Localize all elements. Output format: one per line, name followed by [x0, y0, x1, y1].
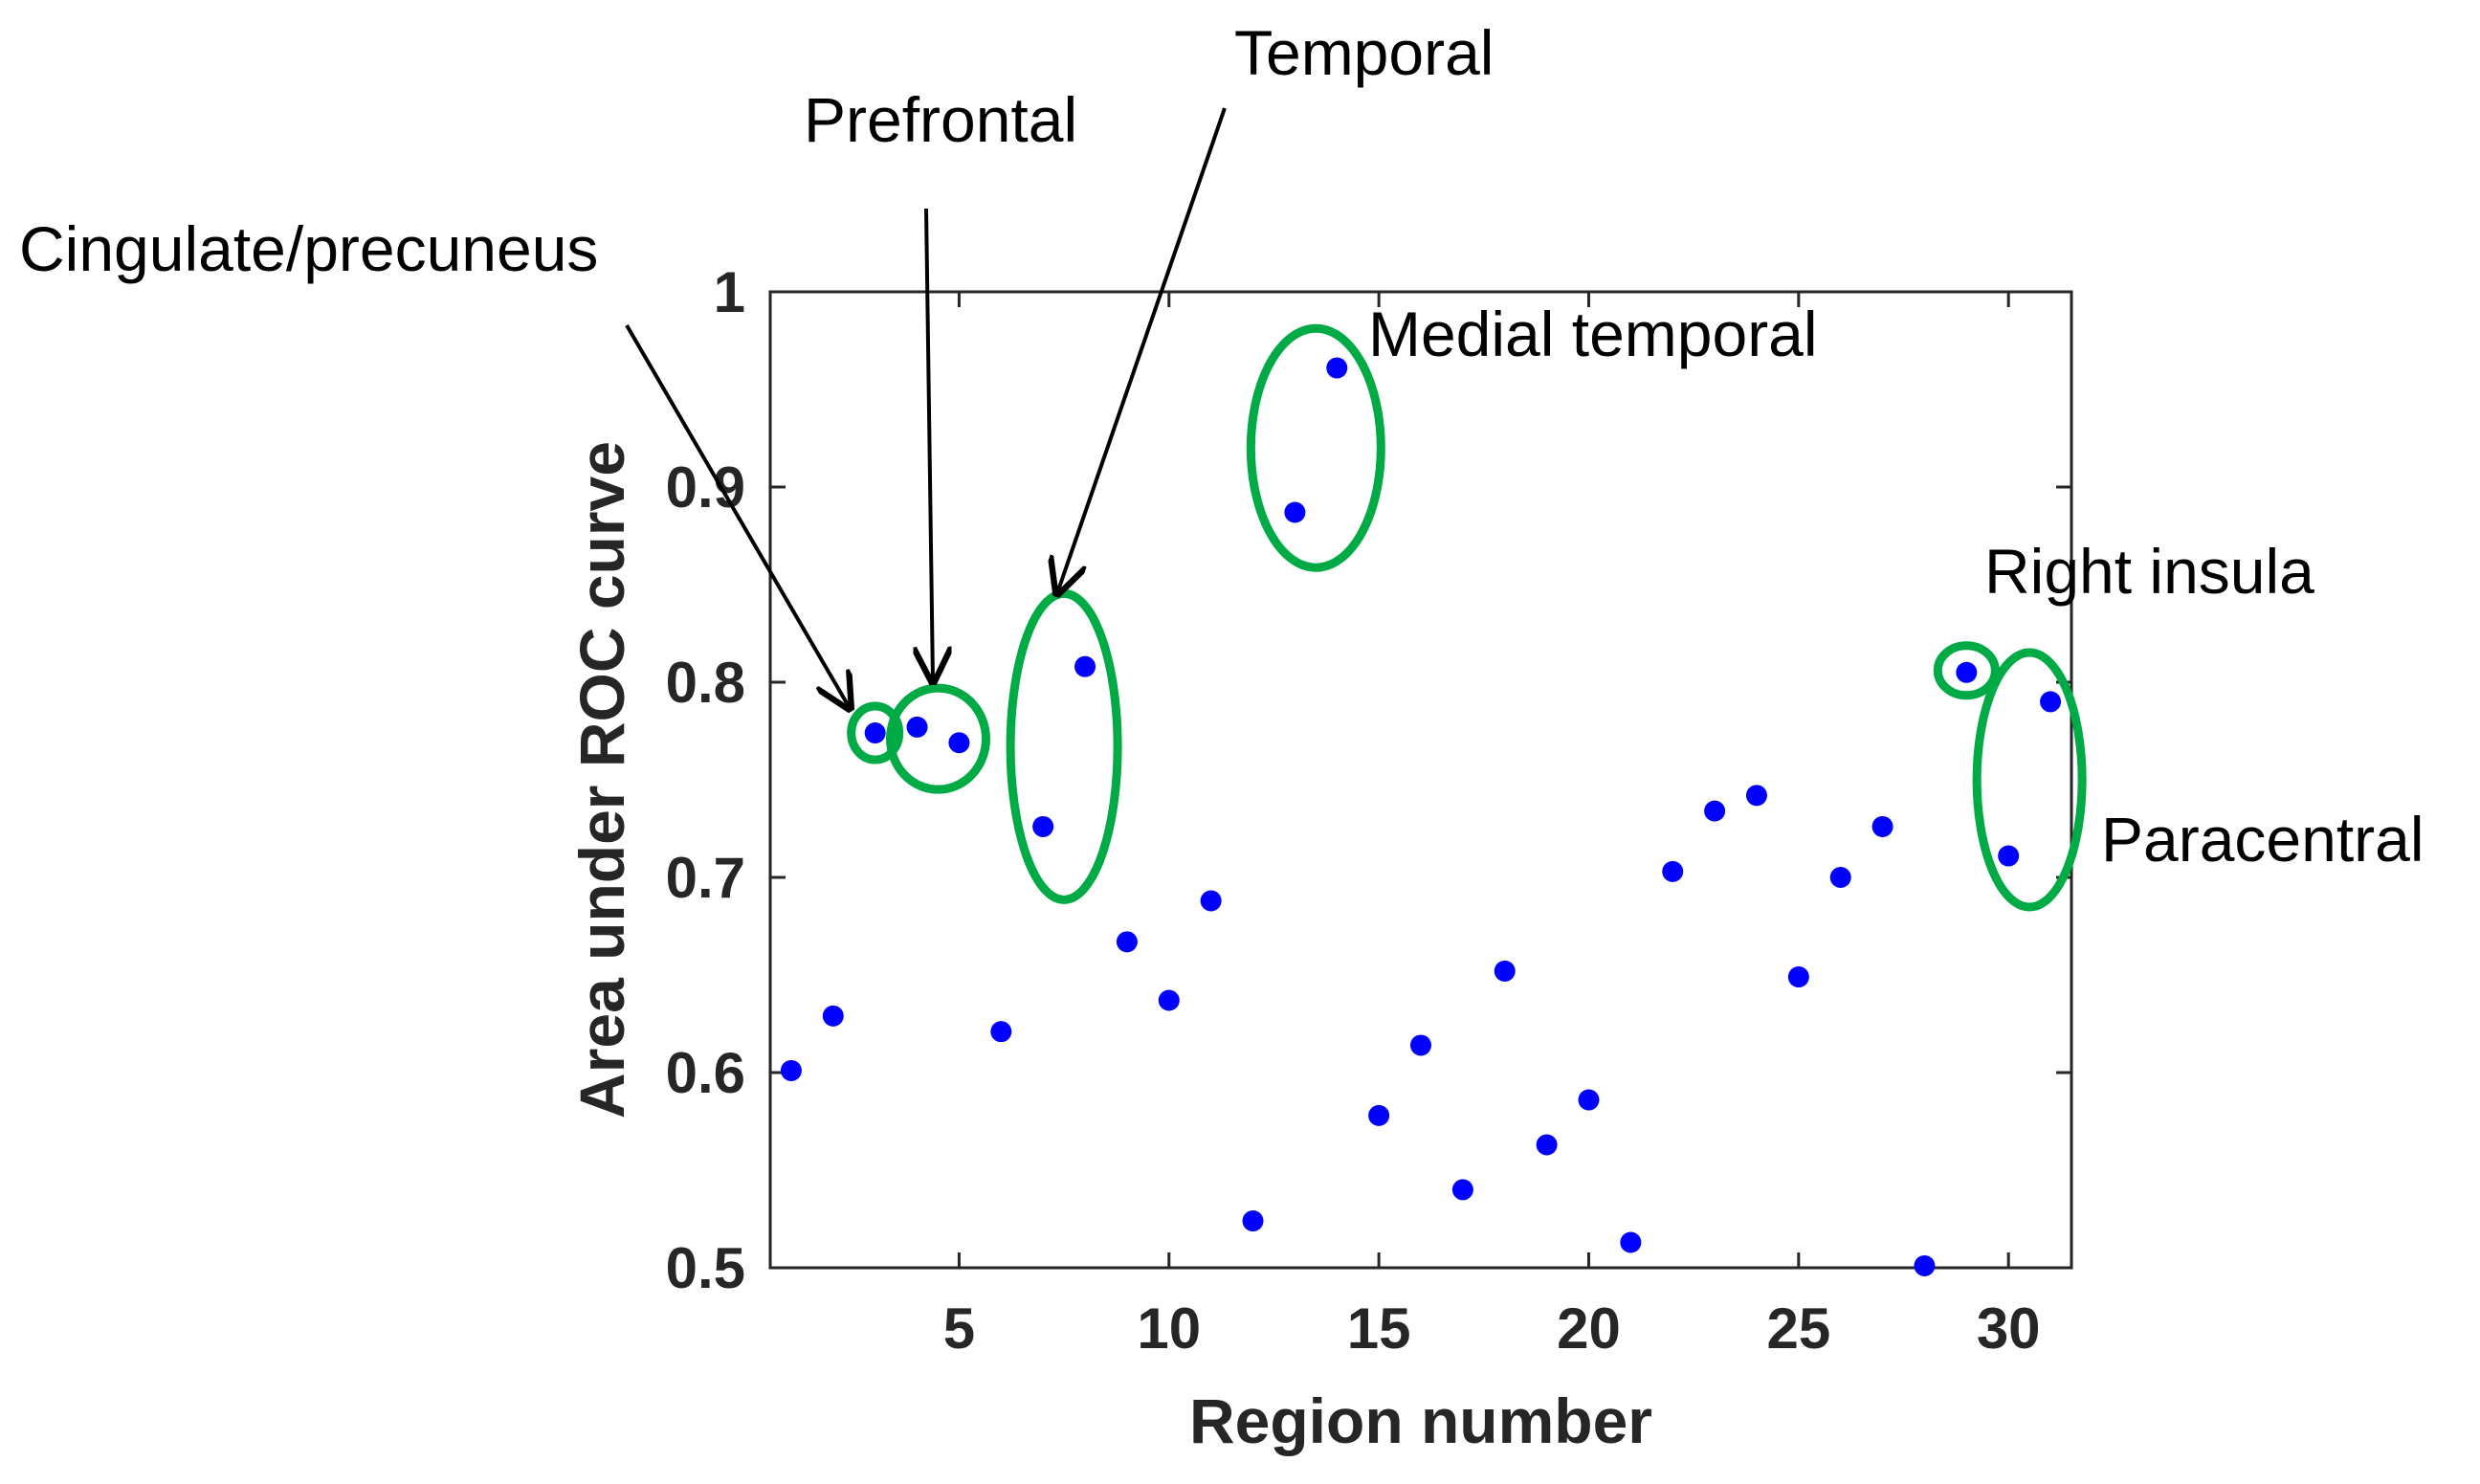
- prefrontal-label: Prefrontal: [804, 84, 1077, 155]
- data-point: [2040, 691, 2062, 713]
- data-point: [1536, 1134, 1558, 1156]
- data-point: [1116, 931, 1138, 953]
- right-insula-highlight-ellipse: [1933, 641, 2000, 700]
- data-point: [1368, 1104, 1390, 1126]
- data-point: [1704, 800, 1726, 822]
- annotations: Cingulate/precuneus Prefrontal Temporal Med…: [19, 17, 2425, 875]
- x-axis: 5 10 15 20 25 30: [943, 292, 2041, 1361]
- x-tick-label: 10: [1137, 1296, 1201, 1361]
- x-tick-label: 15: [1347, 1296, 1411, 1361]
- data-point: [780, 1059, 802, 1081]
- data-point: [1200, 890, 1222, 912]
- data-point: [1032, 815, 1054, 837]
- data-point: [1620, 1231, 1642, 1253]
- data-point: [990, 1021, 1012, 1043]
- data-point: [864, 722, 886, 744]
- y-tick-label: 0.6: [666, 1041, 745, 1105]
- y-tick-label: 0.8: [666, 651, 745, 715]
- prefrontal-arrow: [926, 208, 933, 681]
- x-tick-label: 25: [1766, 1296, 1830, 1361]
- data-point: [1829, 867, 1851, 888]
- temporal-arrow: [1057, 107, 1227, 593]
- data-point: [906, 716, 928, 738]
- plot-area: [768, 290, 2073, 1270]
- y-tick-label: 0.5: [666, 1236, 745, 1300]
- x-tick-label: 5: [943, 1296, 975, 1361]
- cingulate-highlight-ellipse: [847, 701, 904, 764]
- y-axis-title: Area under ROC curve: [566, 441, 637, 1119]
- data-point: [1745, 785, 1767, 807]
- data-point: [1451, 1179, 1473, 1201]
- data-point: [1410, 1034, 1431, 1056]
- data-point: [1956, 661, 1978, 683]
- data-point: [1914, 1254, 1936, 1276]
- x-tick-label: 30: [1977, 1296, 2041, 1361]
- temporal-label: Temporal: [1234, 17, 1494, 88]
- data-point: [948, 732, 970, 754]
- data-point: [1494, 960, 1516, 982]
- x-axis-title: Region number: [1189, 1385, 1652, 1456]
- paracentral-label: Paracentral: [2101, 804, 2425, 875]
- data-point: [1998, 845, 2020, 867]
- prefrontal-highlight-ellipse: [885, 683, 990, 794]
- data-points: [780, 357, 2062, 1276]
- x-tick-label: 20: [1557, 1296, 1621, 1361]
- right-insula-label: Right insula: [1984, 536, 2314, 607]
- y-tick-label: 1: [714, 260, 745, 324]
- medial-temporal-highlight-ellipse: [1246, 323, 1385, 572]
- data-point: [1787, 966, 1809, 988]
- data-point: [1284, 501, 1306, 523]
- data-point: [1158, 989, 1180, 1011]
- data-point: [1871, 815, 1893, 837]
- y-axis: 0.50.60.70.80.91: [666, 260, 2071, 1300]
- medial-temporal-label: Medial temporal: [1368, 299, 1818, 369]
- cingulate-label: Cingulate/precuneus: [19, 213, 598, 284]
- data-point: [1326, 357, 1348, 379]
- data-point: [1242, 1210, 1264, 1232]
- data-point: [1578, 1089, 1600, 1111]
- data-point: [1662, 860, 1684, 882]
- data-point: [1074, 655, 1096, 677]
- y-tick-label: 0.7: [666, 846, 745, 910]
- paracentral-highlight-ellipse: [1972, 648, 2087, 912]
- highlight-ellipses: [847, 323, 2087, 912]
- data-point: [822, 1005, 844, 1027]
- cingulate-arrow: [625, 323, 850, 708]
